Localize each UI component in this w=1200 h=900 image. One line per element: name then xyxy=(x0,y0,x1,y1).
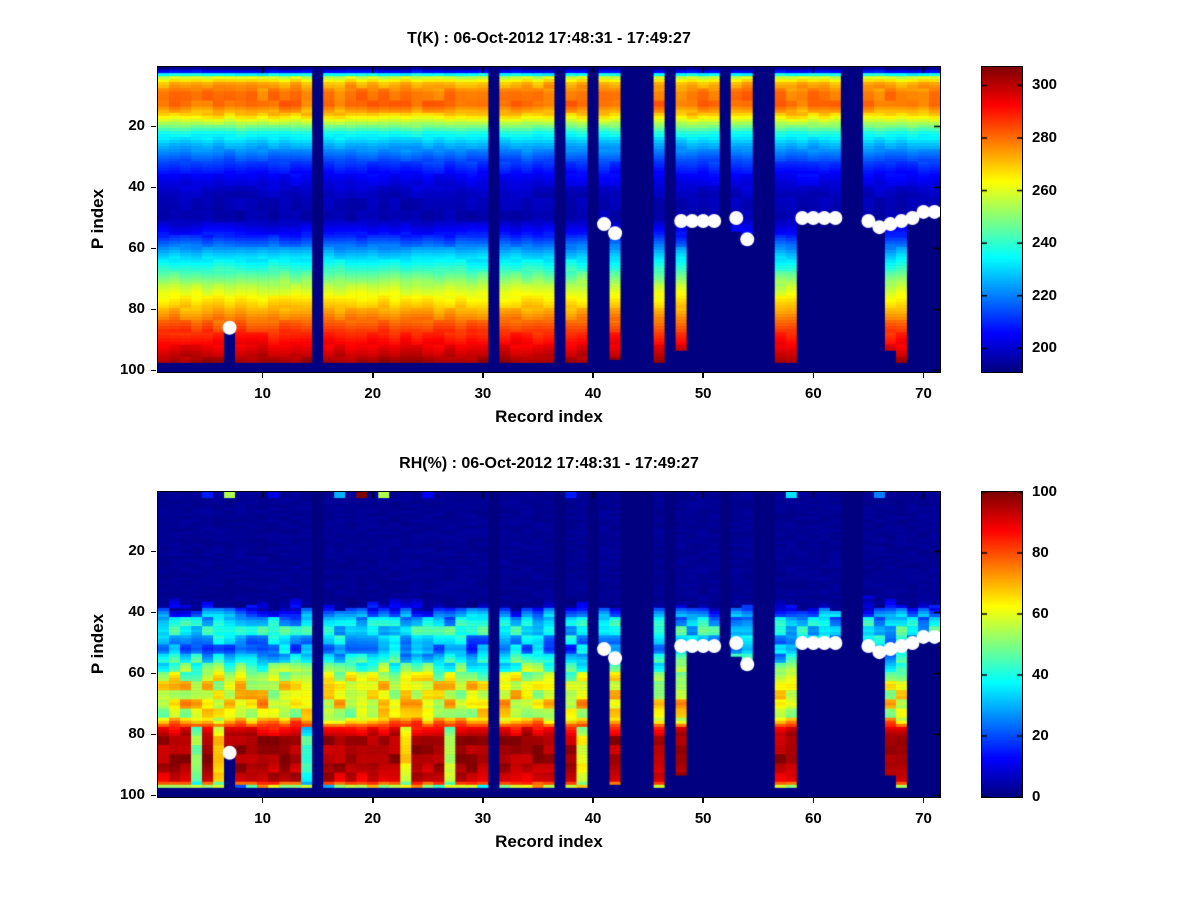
x-tick-label: 10 xyxy=(254,810,271,827)
y-tick-label: 40 xyxy=(128,178,145,196)
x-tick-mark xyxy=(372,373,374,378)
colorbar-tick-label: 0 xyxy=(1032,788,1041,805)
temperature-plot-title: T(K) : 06-Oct-2012 17:48:31 - 17:49:27 xyxy=(407,30,691,47)
temperature-axes-frame xyxy=(157,66,941,373)
colorbar-tick-label: 220 xyxy=(1032,286,1058,304)
colorbar-tick-label: 60 xyxy=(1032,605,1049,622)
x-tick-label: 30 xyxy=(474,385,492,402)
x-tick-label: 20 xyxy=(364,385,382,402)
y-tick-mark xyxy=(151,186,156,189)
y-tick-label: 80 xyxy=(128,300,145,318)
x-tick-mark xyxy=(592,373,594,378)
humidity-colorbar-frame xyxy=(981,491,1023,798)
y-tick-mark xyxy=(151,550,156,553)
x-tick-mark xyxy=(592,798,594,803)
humidity-colorbar xyxy=(982,492,1022,797)
humidity-x-axis-label: Record index xyxy=(495,832,603,851)
y-tick-label: 60 xyxy=(128,664,145,682)
y-tick-label: 80 xyxy=(128,725,145,743)
y-tick-label: 100 xyxy=(119,786,145,804)
x-tick-mark xyxy=(372,798,374,803)
x-tick-mark xyxy=(812,798,815,803)
x-tick-mark xyxy=(261,373,264,378)
colorbar-tick-label: 100 xyxy=(1032,483,1058,500)
x-tick-mark xyxy=(702,373,704,378)
humidity-axes-frame xyxy=(157,491,941,798)
y-tick-label: 60 xyxy=(128,239,145,257)
y-tick-mark xyxy=(151,733,156,736)
colorbar-tick-label: 300 xyxy=(1032,76,1058,94)
x-tick-label: 70 xyxy=(915,810,932,827)
temperature-x-axis-label: Record index xyxy=(495,407,603,426)
humidity-plot-title: RH(%) : 06-Oct-2012 17:48:31 - 17:49:27 xyxy=(399,455,699,472)
x-tick-mark xyxy=(702,798,704,803)
y-tick-mark xyxy=(151,125,156,128)
colorbar-tick-label: 40 xyxy=(1032,666,1049,683)
y-tick-mark xyxy=(151,247,156,250)
colorbar-tick-label: 200 xyxy=(1032,339,1058,357)
x-tick-mark xyxy=(261,798,264,803)
temperature-colorbar-frame xyxy=(981,66,1023,373)
x-tick-mark xyxy=(482,373,484,378)
colorbar-tick-label: 240 xyxy=(1032,234,1058,252)
colorbar-tick-label: 260 xyxy=(1032,181,1058,199)
x-tick-label: 40 xyxy=(584,385,602,402)
x-tick-mark xyxy=(482,798,484,803)
humidity-heatmap xyxy=(158,492,940,797)
x-tick-mark xyxy=(922,798,925,803)
y-tick-mark xyxy=(151,611,156,614)
x-tick-label: 60 xyxy=(804,385,822,402)
x-tick-label: 10 xyxy=(254,385,271,402)
y-tick-mark xyxy=(151,308,156,311)
x-tick-label: 40 xyxy=(584,810,602,827)
x-tick-mark xyxy=(922,373,925,378)
y-tick-label: 20 xyxy=(128,542,145,560)
x-tick-label: 60 xyxy=(804,810,822,827)
colorbar-tick-label: 280 xyxy=(1032,128,1058,146)
y-tick-label: 20 xyxy=(128,117,145,135)
x-tick-mark xyxy=(812,373,815,378)
x-tick-label: 30 xyxy=(474,810,492,827)
x-tick-label: 20 xyxy=(364,810,382,827)
x-tick-label: 50 xyxy=(694,810,712,827)
y-tick-label: 100 xyxy=(119,361,145,379)
y-tick-mark xyxy=(151,794,156,797)
y-tick-mark xyxy=(151,369,156,372)
y-tick-label: 40 xyxy=(128,603,145,621)
y-tick-mark xyxy=(151,672,156,675)
temperature-colorbar xyxy=(982,67,1022,372)
colorbar-tick-label: 20 xyxy=(1032,727,1049,744)
colorbar-tick-label: 80 xyxy=(1032,544,1049,561)
x-tick-label: 70 xyxy=(915,385,932,402)
x-tick-label: 50 xyxy=(694,385,712,402)
temperature-heatmap xyxy=(158,67,940,372)
